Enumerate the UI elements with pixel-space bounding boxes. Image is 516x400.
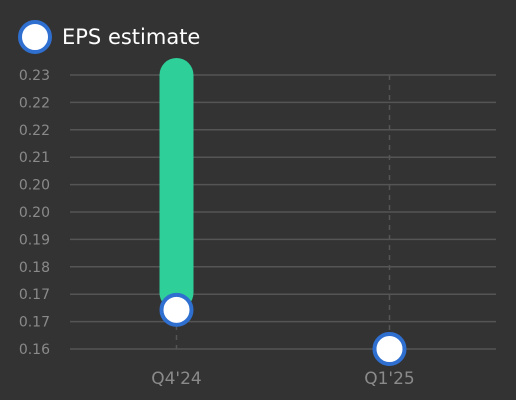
- y-tick-label: 0.22: [19, 123, 50, 139]
- bar: [159, 58, 194, 310]
- y-tick-label: 0.19: [19, 232, 50, 248]
- y-tick-label: 0.21: [19, 150, 50, 166]
- legend-label: EPS estimate: [62, 25, 200, 49]
- y-tick-label: 0.23: [19, 68, 50, 84]
- estimate-marker: [372, 332, 407, 366]
- y-tick-label: 0.18: [19, 260, 50, 276]
- y-tick-label: 0.17: [19, 315, 50, 331]
- y-tick-label: 0.16: [19, 342, 50, 358]
- x-tick-label: Q4'24: [151, 369, 202, 389]
- y-tick-label: 0.20: [19, 205, 50, 221]
- x-tick-label: Q1'25: [364, 369, 415, 389]
- legend-marker: [18, 20, 52, 54]
- estimate-marker: [159, 292, 194, 327]
- y-tick-label: 0.22: [19, 95, 50, 111]
- y-tick-label: 0.17: [19, 287, 50, 303]
- y-tick-label: 0.20: [19, 178, 50, 194]
